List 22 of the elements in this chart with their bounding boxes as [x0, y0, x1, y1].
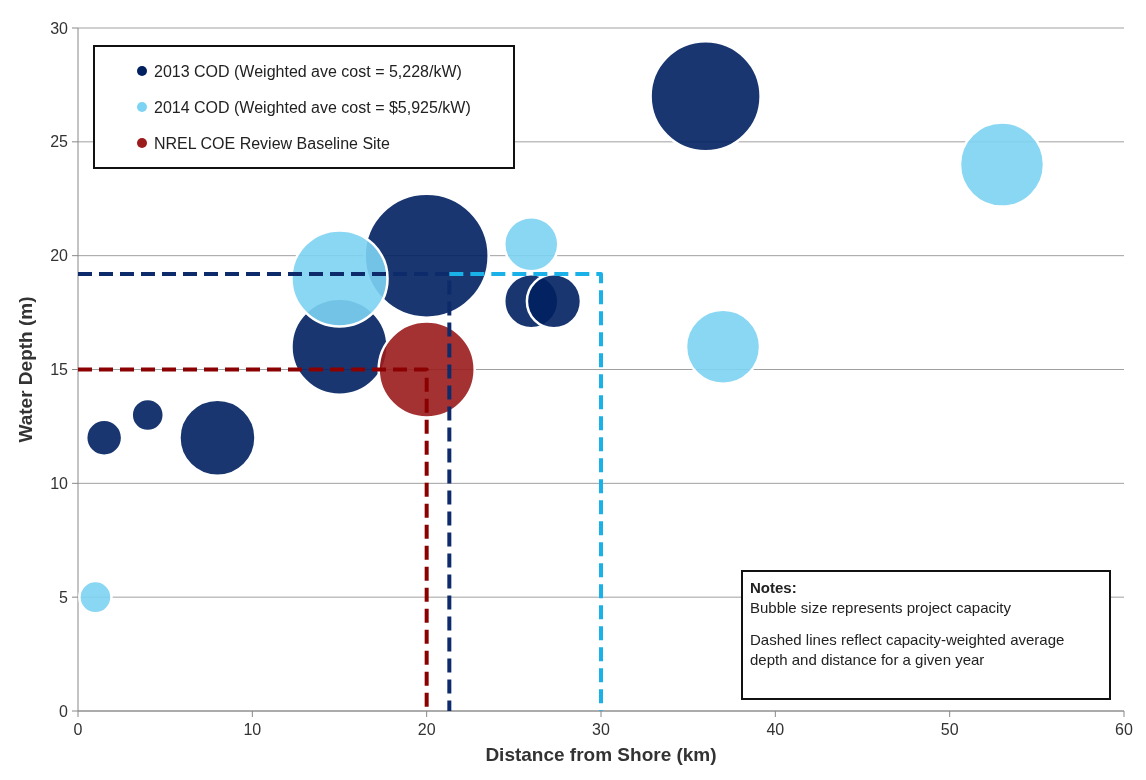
annotation: Notes: — [750, 579, 797, 596]
legend-label: 2013 COD (Weighted ave cost = 5,228/kW) — [154, 62, 462, 80]
annotation: Dashed lines reflect capacity-weighted average depth and distance for a given year — [750, 631, 1065, 668]
y-tick-label: 15 — [50, 361, 69, 379]
x-tick-label: 30 — [592, 721, 610, 738]
x-tick-label: 50 — [940, 721, 959, 738]
x-tick-label: 10 — [243, 721, 262, 738]
legend-label: NREL COE Review Baseline Site — [154, 134, 391, 152]
x-tick-label: 60 — [1115, 721, 1133, 738]
x-axis-title: Distance from Shore (km) — [485, 744, 717, 765]
x-tick-label: 0 — [73, 721, 83, 738]
y-tick-label: 0 — [59, 702, 69, 720]
x-tick-label: 40 — [766, 721, 785, 738]
legend-label: 2014 COD (Weighted ave cost = $5,925/kW) — [154, 98, 471, 116]
y-axis-title: Water Depth (m) — [15, 296, 36, 443]
y-tick-label: 25 — [50, 133, 69, 151]
y-tick-label: 20 — [50, 247, 69, 265]
y-tick-label: 30 — [50, 19, 69, 37]
annotation: Bubble size represents project capacity — [750, 599, 1012, 616]
y-tick-label: 10 — [50, 474, 69, 492]
y-tick-label: 5 — [59, 588, 69, 606]
x-tick-label: 20 — [417, 721, 436, 738]
